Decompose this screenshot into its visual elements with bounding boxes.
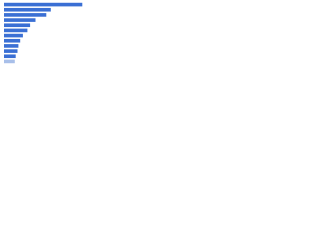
bar	[4, 49, 18, 53]
bar	[4, 33, 23, 38]
bar	[4, 2, 83, 7]
bar	[4, 23, 31, 28]
bar	[4, 13, 47, 17]
bar	[4, 28, 28, 33]
bar	[4, 7, 51, 12]
bar	[4, 59, 15, 64]
bar	[4, 38, 21, 43]
bar	[4, 44, 19, 48]
page: {"chart_data": {"type": "bar", "orientat…	[0, 0, 100, 71]
bar	[4, 18, 36, 22]
bar	[4, 54, 16, 59]
chart	[4, 2, 83, 64]
